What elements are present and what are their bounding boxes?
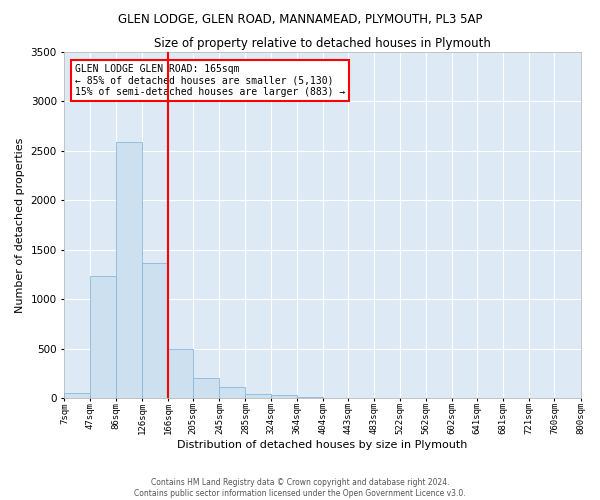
X-axis label: Distribution of detached houses by size in Plymouth: Distribution of detached houses by size … [177,440,467,450]
Bar [168,348,193,398]
Bar [245,394,271,398]
Bar [142,264,168,398]
Bar [271,395,297,398]
Text: GLEN LODGE, GLEN ROAD, MANNAMEAD, PLYMOUTH, PL3 5AP: GLEN LODGE, GLEN ROAD, MANNAMEAD, PLYMOU… [118,12,482,26]
Bar [220,387,245,398]
Bar [116,142,142,398]
Title: Size of property relative to detached houses in Plymouth: Size of property relative to detached ho… [154,38,491,51]
Bar [297,397,323,398]
Text: Contains HM Land Registry data © Crown copyright and database right 2024.
Contai: Contains HM Land Registry data © Crown c… [134,478,466,498]
Bar [64,393,91,398]
Y-axis label: Number of detached properties: Number of detached properties [15,137,25,312]
Text: GLEN LODGE GLEN ROAD: 165sqm
← 85% of detached houses are smaller (5,130)
15% of: GLEN LODGE GLEN ROAD: 165sqm ← 85% of de… [75,64,345,97]
Bar [193,378,220,398]
Bar [91,276,116,398]
